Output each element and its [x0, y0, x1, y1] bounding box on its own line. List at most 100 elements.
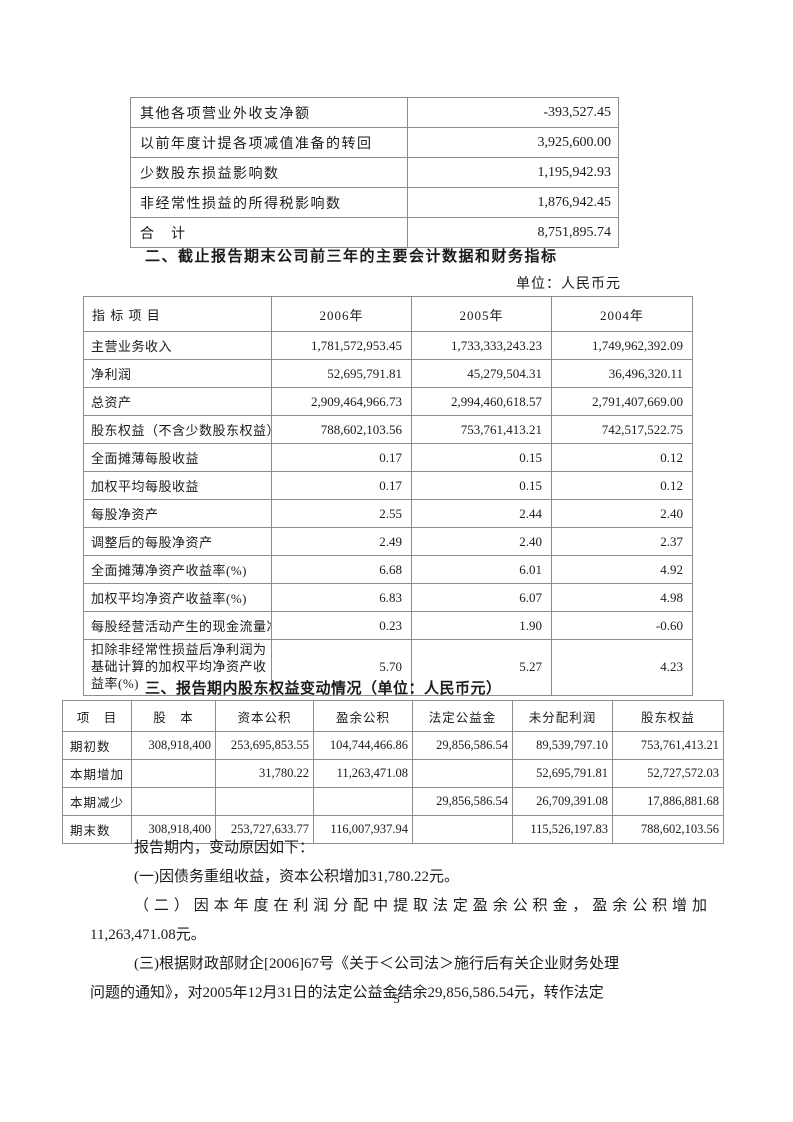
value-cell: 5.27 [411, 639, 552, 696]
header-cell-surplus-reserve: 盈余公积 [313, 700, 413, 732]
value-cell: 2.49 [271, 527, 412, 556]
table-row: 总资产 2,909,464,966.73 2,994,460,618.57 2,… [83, 387, 693, 416]
value-cell: 0.17 [271, 443, 412, 472]
row-label-cell: 少数股东损益影响数 [130, 157, 408, 188]
header-cell-2005: 2005年 [411, 296, 552, 332]
equity-change-table: 项 目 股 本 资本公积 盈余公积 法定公益金 未分配利润 股东权益 期初数 3… [62, 700, 724, 844]
value-cell: 0.12 [551, 443, 693, 472]
value-cell [412, 815, 513, 844]
table-row-total: 合 计 8,751,895.74 [130, 217, 619, 248]
value-cell: 0.12 [551, 471, 693, 500]
table-row: 扣除非经常性损益后净利润为基础计算的加权平均净资产收益率(%) 5.70 5.2… [83, 639, 693, 696]
value-cell: 753,761,413.21 [612, 731, 724, 760]
row-label-cell: 期初数 [62, 731, 132, 760]
table-row: 其他各项营业外收支净额 -393,527.45 [130, 97, 619, 128]
value-cell: 4.98 [551, 583, 693, 612]
value-cell: 2.44 [411, 499, 552, 528]
value-cell: 115,526,197.83 [512, 815, 613, 844]
row-label-cell: 每股经营活动产生的现金流量净额 [83, 611, 272, 640]
value-cell: 2.40 [411, 527, 552, 556]
table-row: 加权平均每股收益 0.17 0.15 0.12 [83, 471, 693, 500]
row-label-cell: 以前年度计提各项减值准备的转回 [130, 127, 408, 158]
value-cell: 253,727,633.77 [215, 815, 314, 844]
row-label-cell: 全面摊薄净资产收益率(%) [83, 555, 272, 584]
value-cell: 4.92 [551, 555, 693, 584]
value-cell: -0.60 [551, 611, 693, 640]
value-cell [313, 787, 413, 816]
value-cell: 308,918,400 [131, 731, 216, 760]
table-row: 以前年度计提各项减值准备的转回 3,925,600.00 [130, 127, 619, 158]
row-label-cell: 扣除非经常性损益后净利润为基础计算的加权平均净资产收益率(%) [83, 639, 272, 696]
row-value-cell: 1,876,942.45 [407, 187, 619, 218]
value-cell: 29,856,586.54 [412, 731, 513, 760]
row-label-cell: 股东权益（不含少数股东权益） [83, 415, 272, 444]
row-label-cell: 全面摊薄每股收益 [83, 443, 272, 472]
value-cell: 253,695,853.55 [215, 731, 314, 760]
header-cell-share-capital: 股 本 [131, 700, 216, 732]
value-cell: 104,744,466.86 [313, 731, 413, 760]
header-cell-indicator: 指 标 项 目 [83, 296, 272, 332]
table-row: 期初数 308,918,400 253,695,853.55 104,744,4… [62, 731, 724, 760]
row-label-cell: 每股净资产 [83, 499, 272, 528]
row-label-cell: 净利润 [83, 359, 272, 388]
value-cell: 6.07 [411, 583, 552, 612]
value-cell: 6.01 [411, 555, 552, 584]
value-cell: 1,749,962,392.09 [551, 331, 693, 360]
row-label-cell: 本期增加 [62, 759, 132, 788]
table-row: 每股经营活动产生的现金流量净额 0.23 1.90 -0.60 [83, 611, 693, 640]
page-number: 5 [393, 991, 400, 1006]
table-row: 全面摊薄净资产收益率(%) 6.68 6.01 4.92 [83, 555, 693, 584]
row-label-cell: 期末数 [62, 815, 132, 844]
row-label-cell: 其他各项营业外收支净额 [130, 97, 408, 128]
table-row: 每股净资产 2.55 2.44 2.40 [83, 499, 693, 528]
value-cell: 17,886,881.68 [612, 787, 724, 816]
header-cell-shareholders-equity: 股东权益 [612, 700, 724, 732]
unit-note: 单位：人民币元 [516, 277, 621, 292]
change-reason-notes: 报告期内，变动原因如下： (一)因债务重组收益，资本公积增加31,780.22元… [90, 834, 707, 1008]
header-cell-2006: 2006年 [271, 296, 412, 332]
value-cell: 1,733,333,243.23 [411, 331, 552, 360]
value-cell: 0.15 [411, 443, 552, 472]
value-cell: 26,709,391.08 [512, 787, 613, 816]
value-cell [215, 787, 314, 816]
header-cell-public-welfare-fund: 法定公益金 [412, 700, 513, 732]
value-cell: 52,727,572.03 [612, 759, 724, 788]
note-line: (三)根据财政部财企[2006]67号《关于＜公司法＞施行后有关企业财务处理 [134, 956, 619, 972]
note-line: 报告期内，变动原因如下： [134, 840, 315, 856]
value-cell: 2,994,460,618.57 [411, 387, 552, 416]
value-cell: 0.23 [271, 611, 412, 640]
value-cell: 89,539,797.10 [512, 731, 613, 760]
value-cell: 308,918,400 [131, 815, 216, 844]
header-cell-2004: 2004年 [551, 296, 693, 332]
table-row: 本期减少 29,856,586.54 26,709,391.08 17,886,… [62, 787, 724, 816]
table-row: 调整后的每股净资产 2.49 2.40 2.37 [83, 527, 693, 556]
note-line: 11,263,471.08元。 [90, 927, 206, 943]
header-cell-item: 项 目 [62, 700, 132, 732]
table-row: 股东权益（不含少数股东权益） 788,602,103.56 753,761,41… [83, 415, 693, 444]
table-row: 期末数 308,918,400 253,727,633.77 116,007,9… [62, 815, 724, 844]
value-cell: 2.55 [271, 499, 412, 528]
non-operating-items-table: 其他各项营业外收支净额 -393,527.45 以前年度计提各项减值准备的转回 … [130, 97, 619, 248]
value-cell: 788,602,103.56 [271, 415, 412, 444]
value-cell [131, 759, 216, 788]
row-value-cell: 3,925,600.00 [407, 127, 619, 158]
row-label-cell: 调整后的每股净资产 [83, 527, 272, 556]
value-cell: 45,279,504.31 [411, 359, 552, 388]
value-cell: 788,602,103.56 [612, 815, 724, 844]
value-cell: 4.23 [551, 639, 693, 696]
value-cell: 1.90 [411, 611, 552, 640]
value-cell: 52,695,791.81 [271, 359, 412, 388]
three-year-indicators-table: 指 标 项 目 2006年 2005年 2004年 主营业务收入 1,781,5… [83, 296, 693, 696]
value-cell: 31,780.22 [215, 759, 314, 788]
value-cell: 52,695,791.81 [512, 759, 613, 788]
section-3-heading: 三、报告期内股东权益变动情况（单位：人民币元） [145, 681, 502, 697]
value-cell: 2,791,407,669.00 [551, 387, 693, 416]
value-cell: 116,007,937.94 [313, 815, 413, 844]
row-value-cell: -393,527.45 [407, 97, 619, 128]
note-line: （二）因本年度在利润分配中提取法定盈余公积金，盈余公积增加 [134, 898, 707, 914]
row-label-cell: 加权平均每股收益 [83, 471, 272, 500]
value-cell: 2.40 [551, 499, 693, 528]
header-cell-capital-reserve: 资本公积 [215, 700, 314, 732]
value-cell [131, 787, 216, 816]
